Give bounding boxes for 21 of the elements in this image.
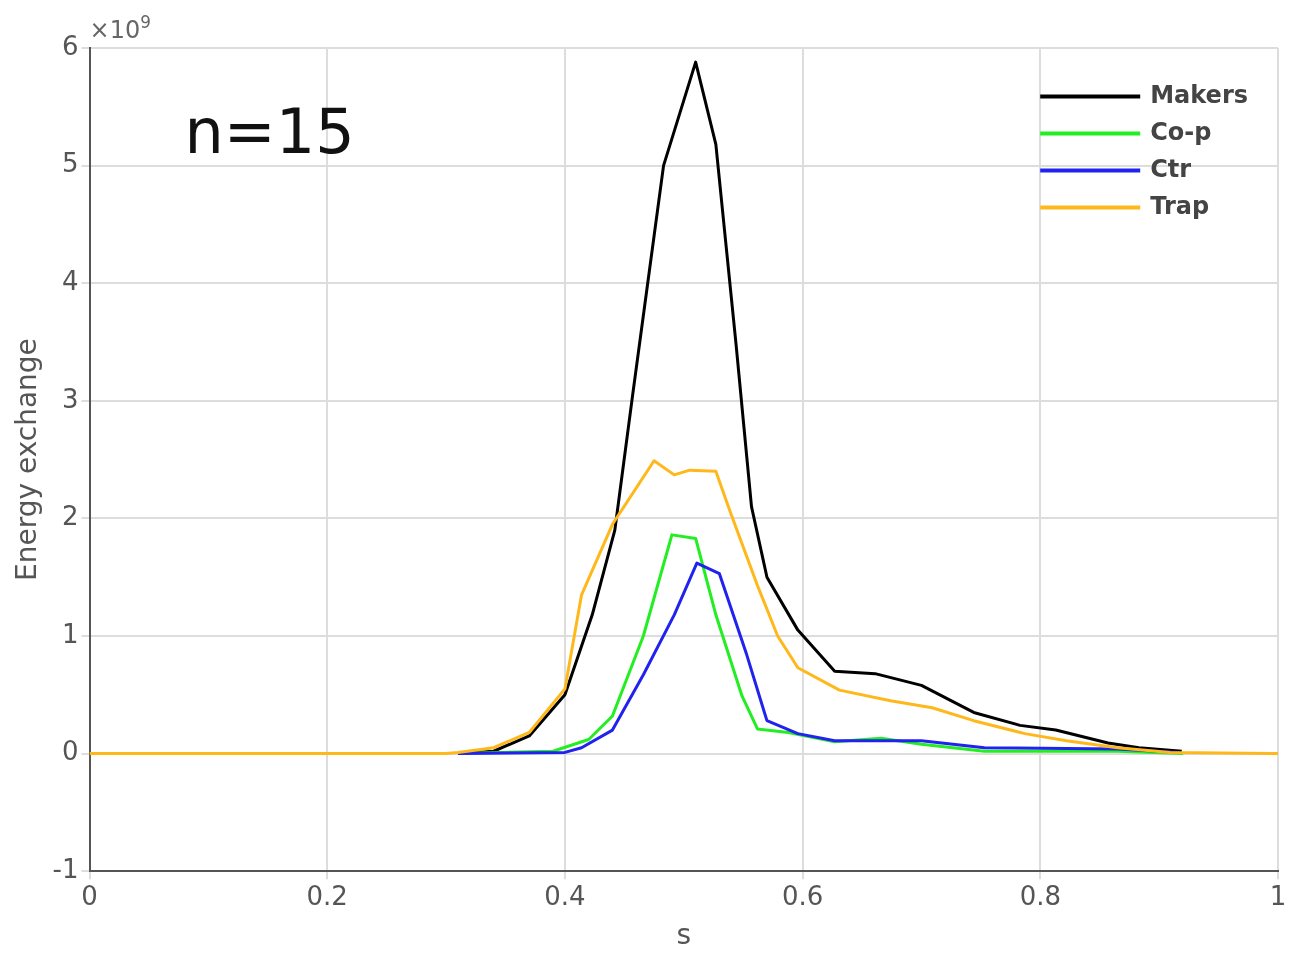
y-tick-label: 4 xyxy=(61,265,79,296)
x-tick-label: 0.2 xyxy=(306,880,348,911)
y-tick-label: 1 xyxy=(61,618,79,649)
x-tick-label: 0.4 xyxy=(544,880,586,911)
y-tick-label: -1 xyxy=(52,853,79,884)
x-tick-label: 1 xyxy=(1269,880,1287,911)
y-tick-label: 3 xyxy=(61,383,79,414)
annotation: n=15 xyxy=(184,95,355,168)
y-tick-label: 2 xyxy=(61,501,79,532)
legend-label: Trap xyxy=(1150,191,1210,220)
y-tick-label: 6 xyxy=(61,30,79,61)
x-axis-title: s xyxy=(676,918,692,952)
x-tick-label: 0.8 xyxy=(1019,880,1061,911)
x-tick-label: 0 xyxy=(81,880,98,911)
y-tick-label: 5 xyxy=(61,148,79,179)
y-axis-title: Energy exchange xyxy=(10,338,44,581)
y-tick-label: 0 xyxy=(61,736,79,767)
legend-label: Makers xyxy=(1150,80,1248,109)
legend-label: Co-p xyxy=(1150,117,1212,146)
legend-label: Ctr xyxy=(1150,154,1192,183)
x-tick-label: 0.6 xyxy=(781,880,824,911)
